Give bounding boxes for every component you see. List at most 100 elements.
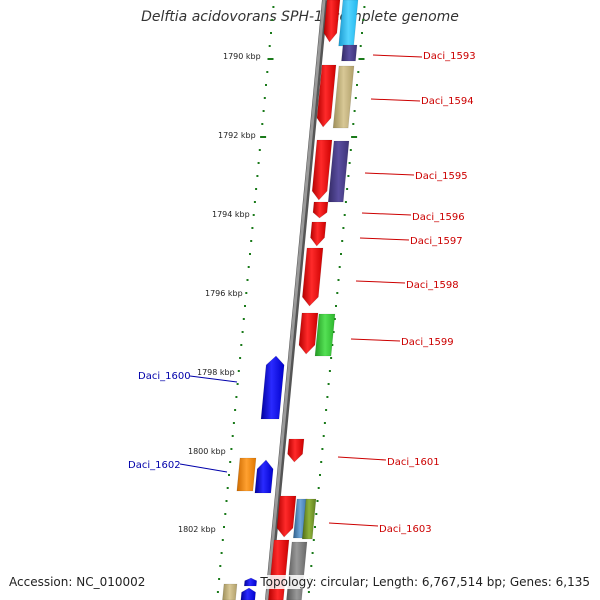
- gene-red-1597[interactable]: [310, 221, 327, 247]
- gene-gray-bottom[interactable]: [286, 541, 308, 600]
- left-tick: [263, 97, 266, 99]
- genome-summary-text: Topology: circular; Length: 6,767,514 bp…: [260, 575, 590, 589]
- left-tick: [231, 435, 234, 437]
- left-tick: [256, 175, 259, 177]
- right-tick: [319, 474, 321, 476]
- right-tick: [338, 266, 341, 268]
- left-tick: [272, 6, 275, 8]
- right-tick: [349, 149, 352, 151]
- gene-label-daci-1594[interactable]: Daci_1594: [421, 96, 474, 107]
- right-gene-labels[interactable]: Daci_1593 Daci_1594 Daci_1595 Daci_1596 …: [328, 51, 476, 535]
- gene-red-1594[interactable]: [316, 64, 337, 128]
- gene-label-daci-1601[interactable]: Daci_1601: [387, 457, 440, 468]
- right-tick: [357, 71, 360, 73]
- left-tick: [253, 201, 256, 203]
- right-tick: [321, 448, 324, 450]
- gene-khaki-bottom[interactable]: [222, 583, 238, 600]
- gene-red-1603[interactable]: [276, 495, 297, 538]
- right-tick: [331, 344, 334, 346]
- left-tick: [237, 370, 240, 372]
- right-tick: [344, 201, 347, 203]
- gene-features[interactable]: [222, 0, 359, 600]
- gene-label-daci-1602[interactable]: Daci_1602: [128, 460, 181, 471]
- gene-navy-1[interactable]: [341, 44, 358, 62]
- gene-blue-1602[interactable]: [254, 459, 274, 494]
- gene-label-daci-1595[interactable]: Daci_1595: [415, 171, 468, 182]
- right-tick: [346, 188, 349, 190]
- scale-label-1800: 1800 kbp: [188, 447, 226, 456]
- right-tick: [325, 409, 328, 411]
- left-tick: [234, 409, 237, 411]
- right-tick: [341, 240, 344, 242]
- left-tick: [244, 305, 246, 307]
- gene-red-1[interactable]: [323, 0, 341, 43]
- gene-orange-1602[interactable]: [236, 457, 257, 492]
- left-tick: [220, 552, 223, 554]
- gene-blue-1600[interactable]: [260, 355, 285, 420]
- gene-blue-bottom-1[interactable]: [240, 587, 256, 600]
- left-gene-labels[interactable]: Daci_1600 Daci_1602: [128, 371, 238, 473]
- scale-labels: 1790 kbp 1792 kbp 1794 kbp 1796 kbp 1798…: [178, 52, 261, 534]
- scale-ticks: [216, 6, 366, 593]
- scale-label-1796: 1796 kbp: [205, 289, 243, 298]
- right-tick: [362, 19, 365, 21]
- gene-navy-1595[interactable]: [327, 140, 350, 203]
- left-tick: [218, 578, 221, 580]
- right-tick: [328, 370, 331, 372]
- gene-label-daci-1598[interactable]: Daci_1598: [406, 280, 459, 291]
- left-tick: [245, 292, 248, 294]
- right-tick: [336, 292, 339, 294]
- right-tick: [327, 383, 330, 385]
- gene-label-daci-1600[interactable]: Daci_1600: [138, 371, 191, 382]
- left-tick: [268, 45, 271, 47]
- left-tick: [225, 500, 228, 502]
- right-tick: [358, 58, 365, 60]
- gene-label-daci-1593[interactable]: Daci_1593: [423, 51, 476, 62]
- scale-label-1802: 1802 kbp: [178, 525, 216, 534]
- left-tick: [224, 513, 227, 515]
- right-tick: [359, 45, 362, 47]
- right-tick: [335, 305, 337, 307]
- right-tick: [311, 552, 314, 554]
- gene-red-1598[interactable]: [302, 247, 324, 307]
- gene-green-1599[interactable]: [314, 313, 336, 357]
- gene-red-1596[interactable]: [312, 201, 329, 219]
- left-tick: [226, 487, 229, 489]
- gene-label-daci-1603[interactable]: Daci_1603: [379, 524, 432, 535]
- map-title: Delftia acidovorans SPH-1, complete geno…: [141, 9, 459, 25]
- left-tick: [261, 123, 264, 125]
- gene-blue-bottom-2[interactable]: [243, 577, 258, 587]
- left-tick: [267, 58, 274, 60]
- scale-label-1792: 1792 kbp: [218, 131, 256, 140]
- right-tick: [342, 227, 345, 229]
- left-tick: [260, 136, 267, 138]
- gene-label-daci-1599[interactable]: Daci_1599: [401, 337, 454, 348]
- gene-cyan-1[interactable]: [338, 0, 359, 47]
- gene-red-1601[interactable]: [287, 438, 305, 463]
- right-tick: [332, 331, 335, 333]
- gene-red-1599[interactable]: [298, 312, 319, 355]
- left-tick: [257, 162, 260, 164]
- gene-label-daci-1596[interactable]: Daci_1596: [412, 212, 465, 223]
- left-tick: [219, 565, 222, 567]
- right-tick: [317, 487, 320, 489]
- right-tick: [322, 435, 325, 437]
- scale-label-1794: 1794 kbp: [212, 210, 250, 219]
- right-tick: [352, 123, 355, 125]
- left-tick: [235, 396, 238, 398]
- left-tick: [258, 149, 261, 151]
- left-tick: [246, 279, 249, 281]
- right-tick: [315, 513, 318, 515]
- gene-red-1595[interactable]: [311, 139, 333, 201]
- left-tick: [240, 344, 243, 346]
- left-tick: [216, 591, 219, 593]
- right-tick: [351, 136, 358, 138]
- gene-khaki-1594[interactable]: [332, 65, 355, 129]
- right-tick: [347, 175, 350, 177]
- gene-olive-1603[interactable]: [301, 498, 317, 540]
- gene-label-daci-1597[interactable]: Daci_1597: [410, 236, 463, 247]
- left-tick: [250, 240, 253, 242]
- left-tick: [265, 84, 267, 86]
- right-tick: [340, 253, 342, 255]
